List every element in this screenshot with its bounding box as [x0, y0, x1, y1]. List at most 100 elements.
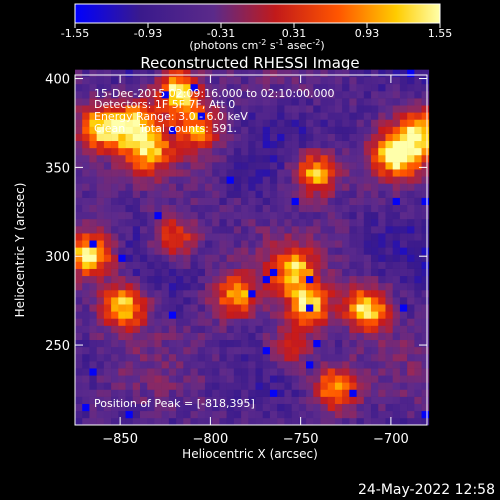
heatmap-cell	[421, 396, 430, 404]
heatmap-cell	[349, 69, 357, 78]
heatmap-cell	[219, 311, 227, 319]
heatmap-cell	[298, 83, 307, 92]
heatmap-cell	[334, 325, 343, 333]
heatmap-cell	[204, 311, 213, 319]
heatmap-cell	[190, 382, 199, 390]
heatmap-cell	[118, 261, 126, 269]
heatmap-cell	[255, 318, 264, 326]
heatmap-cell	[197, 268, 206, 277]
heatmap-cell	[147, 112, 155, 120]
heatmap-cell	[190, 169, 199, 177]
heatmap-cell	[219, 396, 227, 404]
heatmap-cell	[168, 282, 177, 291]
heatmap-cell	[233, 162, 242, 170]
heatmap-cell	[298, 233, 307, 241]
heatmap-cell	[103, 183, 112, 191]
heatmap-cell	[284, 346, 292, 355]
heatmap-cell	[75, 410, 83, 419]
heatmap-cell	[414, 233, 422, 241]
heatmap-cell	[183, 389, 191, 397]
heatmap-cell	[284, 375, 292, 383]
heatmap-cell	[241, 368, 249, 376]
heatmap-cell	[320, 282, 329, 291]
heatmap-cell	[154, 90, 162, 99]
heatmap-cell	[255, 90, 264, 99]
heatmap-cell	[371, 311, 379, 319]
heatmap-cell	[204, 396, 213, 404]
heatmap-cell	[421, 140, 430, 149]
heatmap-cell	[183, 311, 191, 319]
heatmap-cell	[103, 140, 112, 149]
heatmap-cell	[75, 240, 83, 248]
heatmap-cell	[118, 176, 126, 184]
heatmap-cell	[277, 410, 285, 419]
heatmap-cell	[204, 375, 213, 383]
heatmap-cell	[154, 204, 162, 213]
heatmap-cell	[407, 275, 415, 284]
heatmap-cell	[298, 133, 307, 142]
heatmap-cell	[75, 268, 83, 277]
heatmap-cell	[262, 204, 271, 213]
heatmap-cell	[320, 112, 329, 120]
heatmap-cell	[306, 226, 314, 234]
heatmap-cell	[248, 375, 256, 383]
heatmap-cell	[96, 275, 105, 284]
heatmap-cell	[82, 197, 90, 205]
heatmap-cell	[219, 382, 227, 390]
heatmap-cell	[349, 339, 357, 348]
heatmap-cell	[125, 410, 134, 419]
heatmap-cell	[89, 140, 97, 149]
heatmap-cell	[89, 375, 97, 383]
heatmap-cell	[139, 261, 148, 269]
heatmap-cell	[392, 69, 401, 78]
heatmap-cell	[89, 289, 97, 298]
heatmap-cell	[320, 240, 329, 248]
heatmap-cell	[197, 403, 206, 412]
heatmap-cell	[204, 98, 213, 106]
heatmap-cell	[363, 275, 372, 284]
heatmap-cell	[342, 183, 350, 191]
heatmap-cell	[421, 90, 430, 99]
heatmap-cell	[306, 240, 314, 248]
heatmap-cell	[255, 126, 264, 134]
heatmap-cell	[183, 289, 191, 298]
heatmap-cell	[421, 204, 430, 213]
heatmap-cell	[313, 105, 321, 113]
heatmap-cell	[226, 69, 235, 78]
heatmap-cell	[176, 375, 184, 383]
heatmap-cell	[291, 147, 300, 156]
heatmap-cell	[248, 83, 256, 92]
heatmap-cell	[183, 147, 191, 156]
heatmap-cell	[139, 169, 148, 177]
heatmap-cell	[356, 218, 365, 227]
heatmap-cell	[147, 183, 155, 191]
heatmap-cell	[197, 233, 206, 241]
heatmap-cell	[342, 353, 350, 362]
heatmap-cell	[176, 112, 184, 120]
heatmap-cell	[219, 318, 227, 326]
heatmap-cell	[284, 318, 292, 326]
heatmap-cell	[111, 176, 119, 184]
heatmap-cell	[89, 382, 97, 390]
heatmap-cell	[262, 389, 271, 397]
heatmap-cell	[147, 304, 155, 312]
heatmap-cell	[204, 83, 213, 92]
heatmap-cell	[313, 112, 321, 120]
heatmap-cell	[399, 133, 408, 142]
heatmap-cell	[334, 311, 343, 319]
heatmap-cell	[226, 190, 235, 198]
heatmap-cell	[414, 98, 422, 106]
heatmap-cell	[233, 154, 242, 163]
heatmap-cell	[212, 375, 220, 383]
heatmap-cell	[176, 346, 184, 355]
heatmap-cell	[313, 176, 321, 184]
heatmap-cell	[190, 410, 199, 419]
heatmap-cell	[291, 218, 300, 227]
heatmap-cell	[363, 389, 372, 397]
heatmap-cell	[291, 69, 300, 78]
heatmap-cell	[313, 226, 321, 234]
heatmap-cell	[190, 297, 199, 305]
heatmap-cell	[385, 233, 393, 241]
heatmap-cell	[277, 133, 285, 142]
heatmap-cell	[168, 190, 177, 198]
